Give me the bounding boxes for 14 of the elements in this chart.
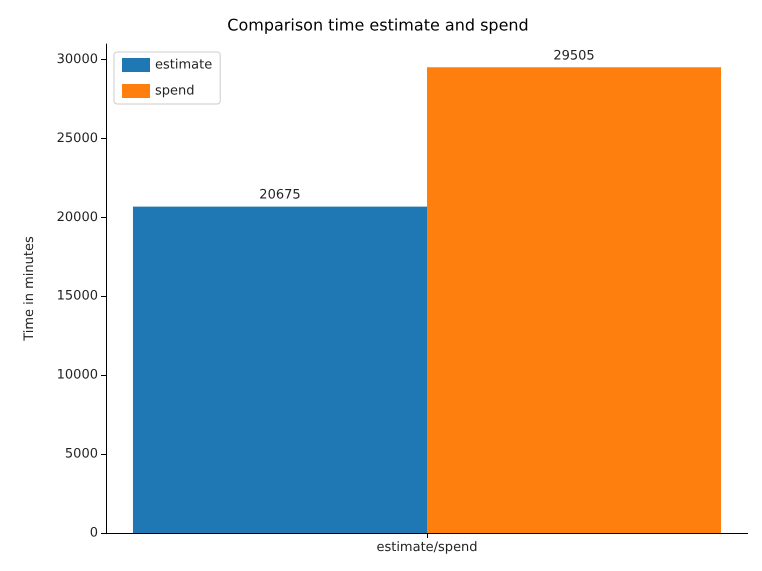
y-tick-label: 25000: [56, 130, 98, 146]
legend-label: spend: [155, 84, 195, 98]
legend-label: estimate: [155, 58, 212, 72]
y-tick-label: 20000: [56, 210, 98, 225]
y-tick-label: 0: [90, 526, 98, 540]
y-tick-label: 30000: [56, 52, 98, 67]
y-tick-label: 5000: [64, 446, 98, 462]
data-label: 20675: [259, 188, 301, 203]
chart-title: Comparison time estimate and spend: [227, 16, 529, 34]
y-tick-label: 10000: [56, 368, 98, 383]
y-axis-title: Time in minutes: [22, 236, 37, 342]
x-tick-label: estimate/spend: [376, 540, 478, 555]
y-tick-label: 15000: [56, 288, 98, 304]
data-label: 29505: [553, 48, 595, 64]
